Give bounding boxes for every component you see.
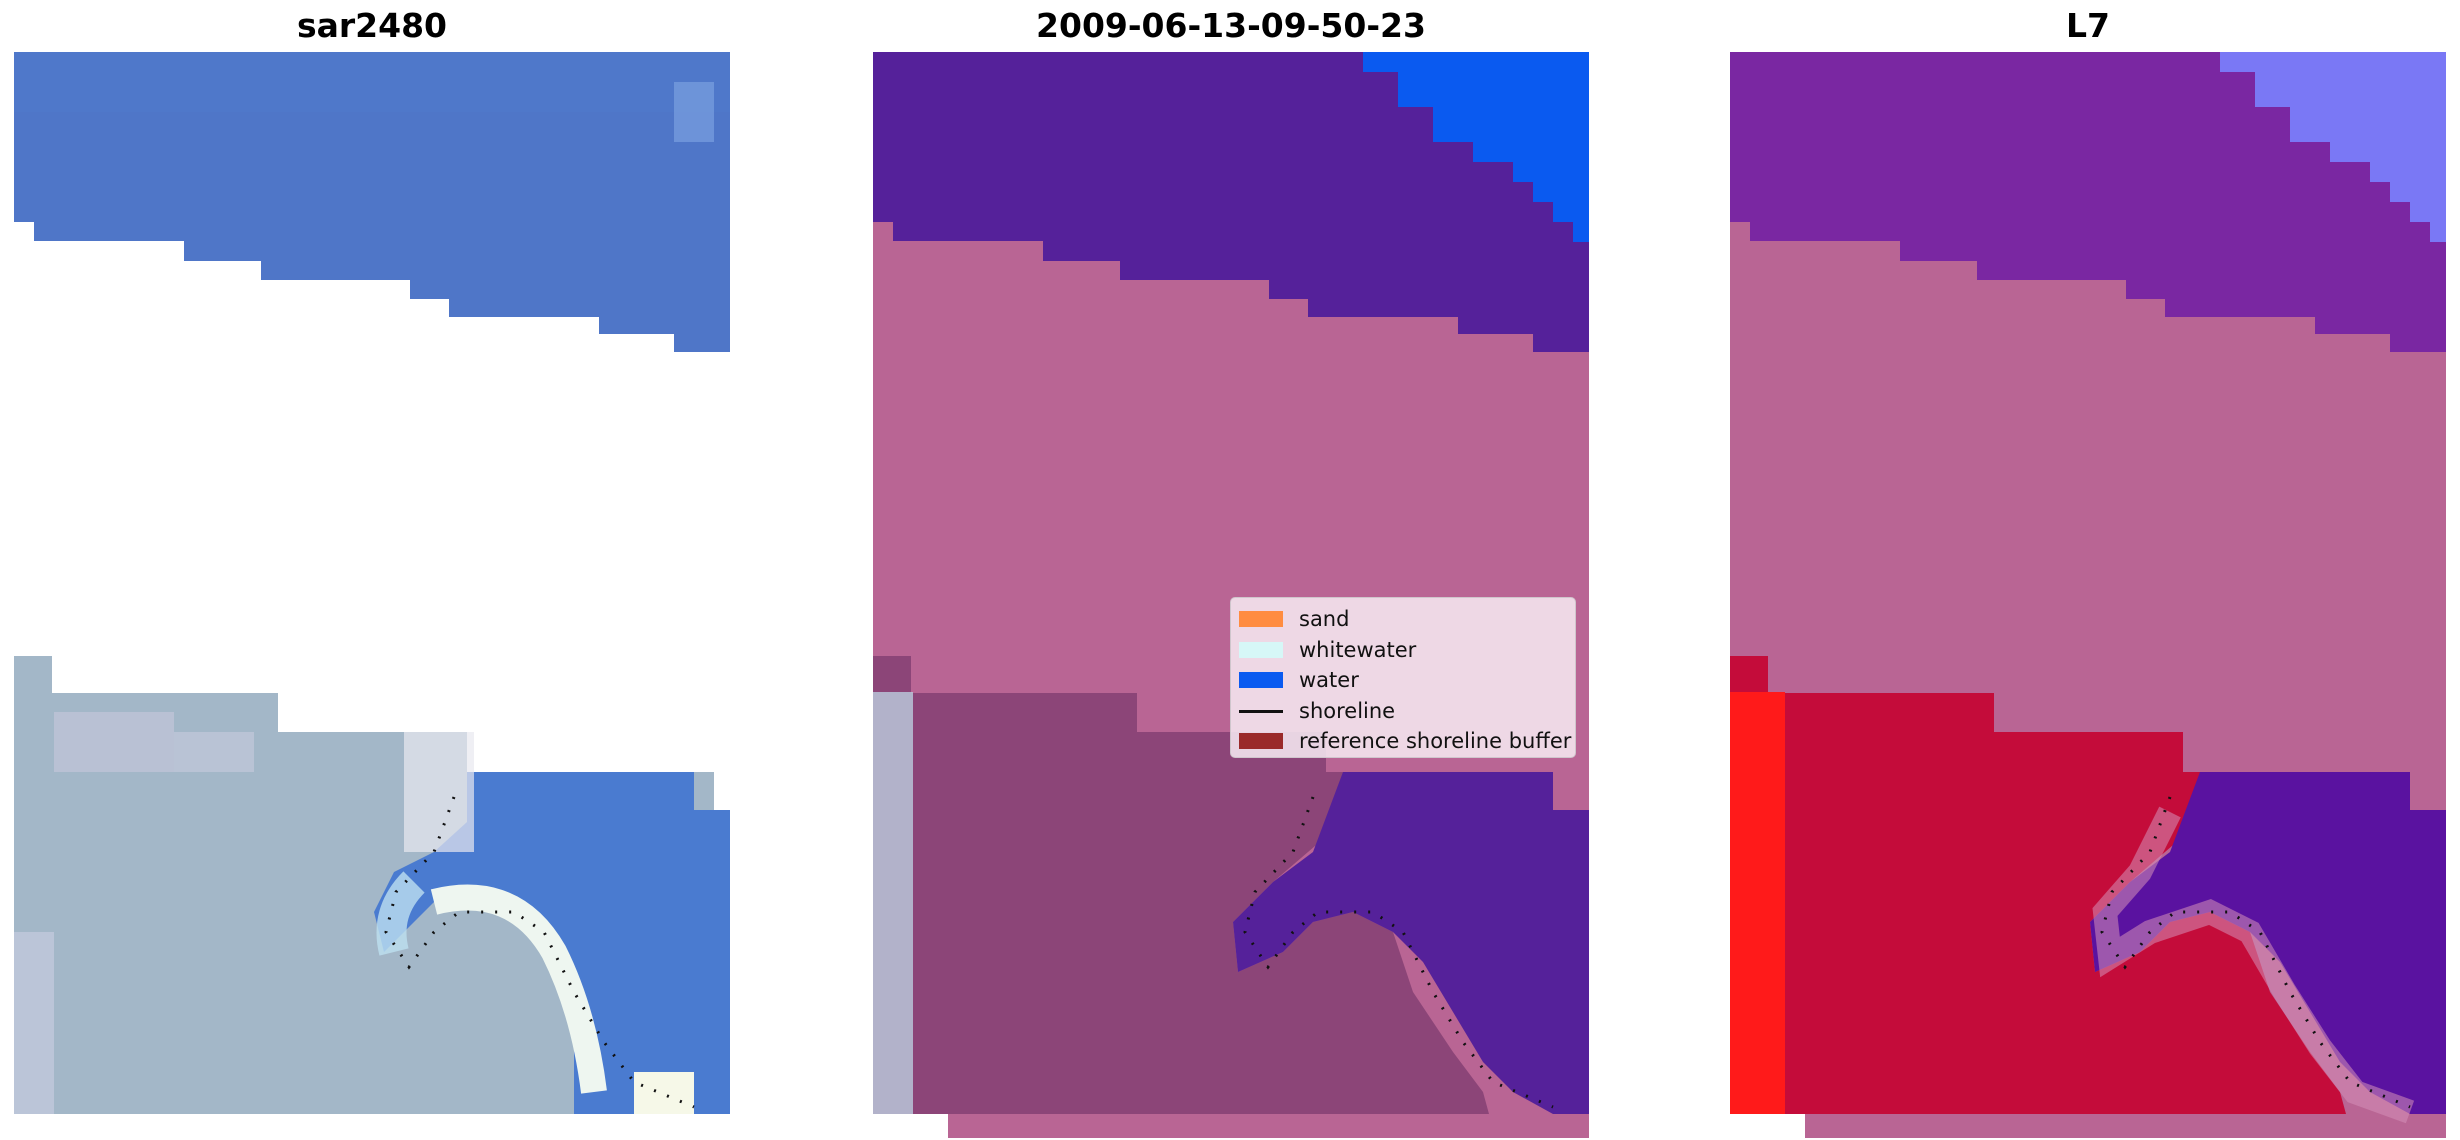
water-region xyxy=(873,52,1589,352)
shoreline xyxy=(384,796,695,1109)
panel-title: 2009-06-13-09-50-23 xyxy=(1036,6,1426,45)
legend-label: sand xyxy=(1299,607,1350,631)
land-region xyxy=(873,656,1489,1114)
legend-label: whitewater xyxy=(1299,637,1417,662)
water-region xyxy=(1730,52,2446,352)
water-swatch xyxy=(1239,672,1283,688)
land-region xyxy=(1730,656,2346,1114)
legend-item-sand: sand xyxy=(1231,604,1575,635)
shoreline xyxy=(2100,796,2411,1109)
rgb-image xyxy=(14,52,730,1114)
panel-l7: L7 xyxy=(1730,0,2446,1140)
legend: sand whitewater water shoreline referenc… xyxy=(1230,597,1576,758)
panel-classification: 2009-06-13-09-50-23 xyxy=(873,0,1589,1140)
legend-item-whitewater: whitewater xyxy=(1231,635,1575,666)
shoreline-line xyxy=(1239,709,1283,713)
legend-label: shoreline xyxy=(1299,698,1396,723)
water-region xyxy=(1233,772,1589,1114)
legend-item-water: water xyxy=(1231,665,1575,696)
legend-item-reference-shoreline-buffer: reference shoreline buffer xyxy=(1231,726,1575,757)
water-region xyxy=(2220,52,2446,242)
classification-image xyxy=(873,52,1589,1138)
sand-swatch xyxy=(1239,611,1283,627)
legend-label: reference shoreline buffer xyxy=(1299,729,1572,753)
panel-title: sar2480 xyxy=(296,6,448,45)
water-region xyxy=(14,52,730,352)
panel-rgb: sar2480 xyxy=(14,0,730,1140)
index-image xyxy=(1730,52,2446,1138)
shoreline xyxy=(1243,796,1554,1109)
buffer-swatch xyxy=(1239,733,1283,749)
whitewater-swatch xyxy=(1239,641,1283,658)
panel-title: L7 xyxy=(2066,6,2110,45)
legend-item-shoreline: shoreline xyxy=(1231,696,1575,727)
water-region xyxy=(1363,52,1589,242)
legend-label: water xyxy=(1299,668,1359,692)
